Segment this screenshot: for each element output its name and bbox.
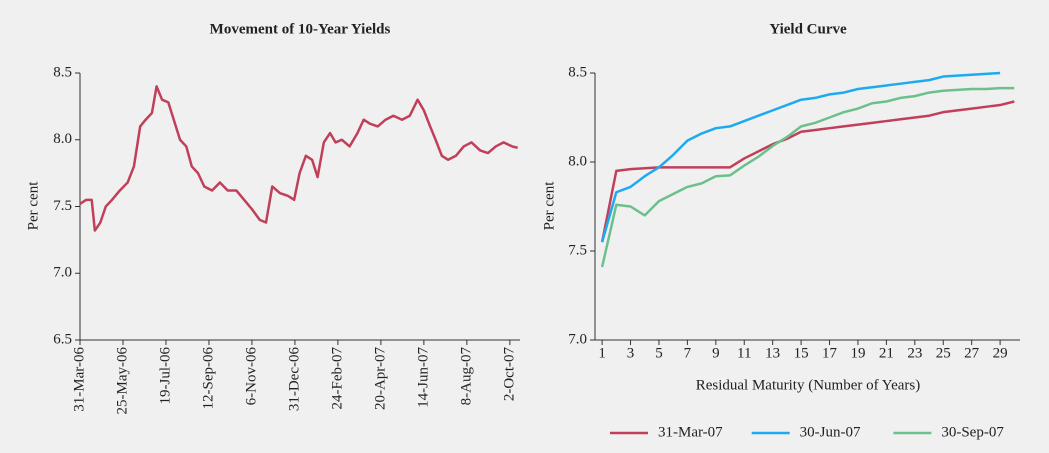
x-tick-label: 2-Oct-07 [501, 347, 517, 402]
x-tick-label: 12-Sep-06 [200, 347, 216, 410]
x-tick-label: 19 [850, 345, 865, 361]
x-tick-label: 27 [964, 345, 980, 361]
legend-label: 31-Mar-07 [658, 424, 723, 440]
x-tick-label: 31-Dec-06 [286, 347, 302, 412]
y-axis-label: Per cent [25, 181, 41, 231]
y-tick-label: 8.5 [53, 64, 72, 80]
x-tick-label: 8-Aug-07 [458, 347, 474, 406]
y-tick-label: 8.0 [53, 131, 72, 147]
y-tick-label: 7.0 [568, 331, 587, 347]
y-tick-label: 7.0 [53, 265, 72, 281]
legend-label: 30-Sep-07 [941, 424, 1004, 440]
y-tick-label: 7.5 [568, 242, 587, 258]
data-line [600, 71, 1001, 243]
x-tick-label: 31-Mar-06 [71, 347, 87, 412]
x-tick-label: 21 [879, 345, 894, 361]
chart-title: Yield Curve [769, 21, 847, 37]
data-line [600, 100, 1015, 243]
x-tick-label: 11 [737, 345, 751, 361]
y-tick-label: 8.0 [568, 153, 587, 169]
x-tick-label: 7 [684, 345, 692, 361]
chart-title: Movement of 10-Year Yields [210, 21, 391, 37]
x-tick-label: 23 [907, 345, 922, 361]
x-tick-label: 19-Jul-06 [157, 347, 173, 405]
x-tick-label: 9 [712, 345, 720, 361]
x-tick-label: 14-Jun-07 [415, 347, 431, 408]
x-tick-label: 15 [794, 345, 809, 361]
x-axis-label: Residual Maturity (Number of Years) [696, 377, 921, 393]
x-tick-label: 1 [598, 345, 606, 361]
x-tick-label: 25 [936, 345, 951, 361]
x-tick-label: 5 [655, 345, 663, 361]
x-tick-label: 20-Apr-07 [372, 347, 388, 411]
x-tick-label: 29 [993, 345, 1008, 361]
x-tick-label: 3 [627, 345, 635, 361]
y-axis-label: Per cent [541, 181, 557, 231]
y-tick-label: 8.5 [568, 64, 587, 80]
x-tick-label: 13 [765, 345, 780, 361]
y-tick-label: 6.5 [53, 331, 72, 347]
x-tick-label: 17 [822, 345, 838, 361]
data-line [79, 85, 518, 232]
x-tick-label: 6-Nov-06 [243, 347, 259, 406]
x-tick-label: 24-Feb-07 [329, 347, 345, 410]
x-tick-label: 25-May-06 [114, 347, 130, 415]
legend-label: 30-Jun-07 [800, 424, 861, 440]
data-line [600, 86, 1015, 268]
y-tick-label: 7.5 [53, 198, 72, 214]
